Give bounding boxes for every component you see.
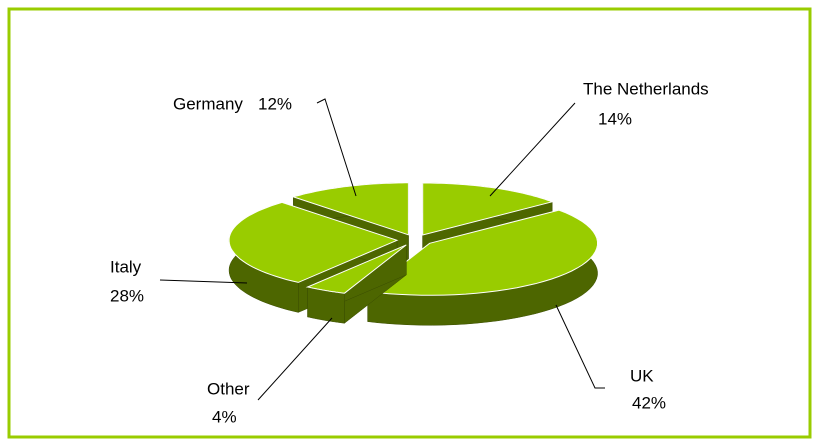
leader-line (159, 279, 248, 284)
slice-top (422, 182, 554, 236)
pie-slice (366, 209, 598, 326)
leader-line (257, 317, 333, 401)
category-label: The Netherlands (583, 79, 709, 98)
labels: The Netherlands 14% UK 42% Other 4% Italy 28% Ge… (110, 79, 709, 426)
value-label: 28% (110, 286, 144, 305)
slice-top (228, 201, 399, 283)
pie-slice (305, 244, 407, 324)
leader-line (489, 102, 576, 197)
value-label: 42% (632, 393, 666, 412)
value-label: 14% (598, 109, 632, 128)
category-label: Other (207, 379, 250, 398)
leader-line (555, 304, 605, 389)
leader-line (316, 98, 357, 197)
category-label: Germany (173, 94, 243, 113)
frame (7, 7, 812, 439)
slice-top (291, 182, 409, 236)
slice-top (305, 244, 407, 294)
value-label: 4% (212, 407, 237, 426)
category-label: Italy (110, 257, 142, 276)
pie (228, 182, 598, 326)
slice-top (366, 209, 598, 296)
value-label: 12% (258, 94, 292, 113)
category-label: UK (630, 366, 654, 385)
